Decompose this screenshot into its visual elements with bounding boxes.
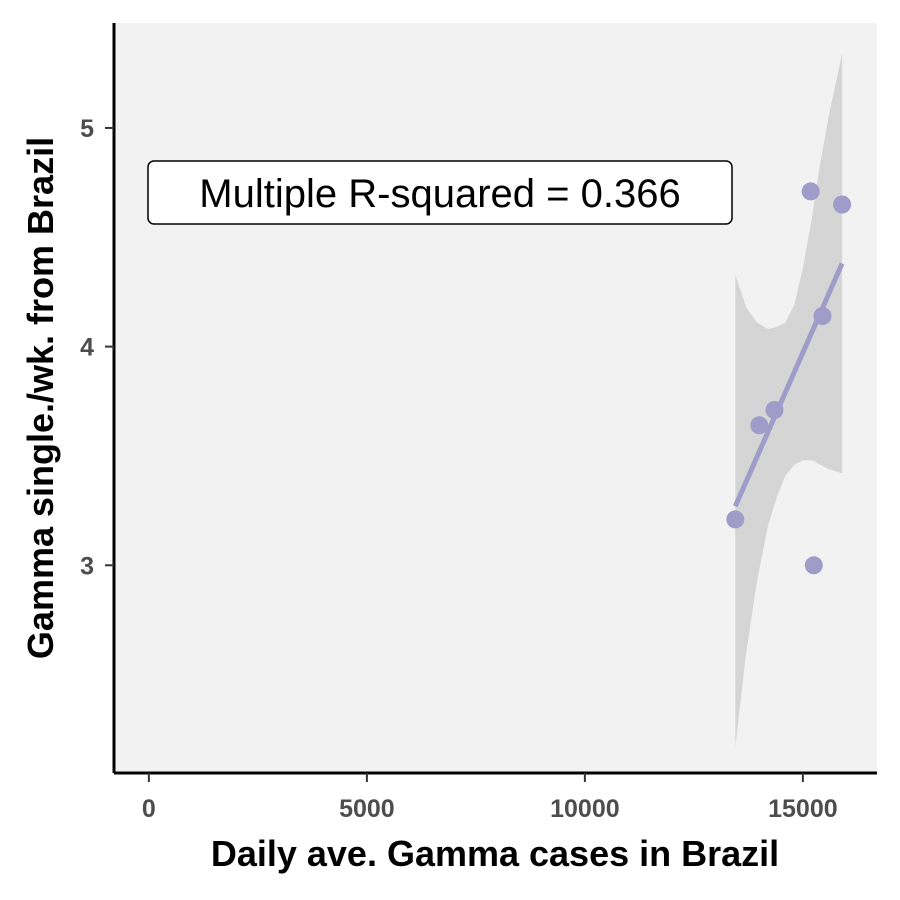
confidence-band bbox=[735, 53, 843, 747]
data-points bbox=[726, 182, 852, 575]
data-point-1 bbox=[726, 510, 745, 529]
data-point-4 bbox=[801, 182, 820, 201]
r-squared-annotation: Multiple R-squared = 0.366 bbox=[147, 160, 733, 225]
x-tick-label: 0 bbox=[142, 795, 156, 823]
annotation-box bbox=[147, 160, 733, 225]
regression-line bbox=[733, 262, 845, 508]
y-tick-label: 5 bbox=[80, 115, 94, 143]
data-point-5 bbox=[804, 556, 823, 575]
x-axis-title: Daily ave. Gamma cases in Brazil bbox=[211, 833, 779, 874]
data-point-2 bbox=[750, 416, 769, 435]
y-axis-ticks: 3 4 5 bbox=[80, 115, 114, 580]
data-point-7 bbox=[833, 195, 852, 214]
x-tick-label: 15000 bbox=[768, 795, 838, 823]
y-tick-label: 3 bbox=[80, 552, 94, 580]
x-tick-label: 5000 bbox=[339, 795, 395, 823]
y-tick-label: 4 bbox=[80, 334, 94, 362]
x-axis-ticks: 0 5000 10000 15000 bbox=[142, 773, 838, 823]
y-axis-title: Gamma single./wk. from Brazil bbox=[20, 137, 61, 659]
annotation-label: Multiple R-squared = 0.366 bbox=[199, 172, 680, 216]
x-tick-label: 10000 bbox=[550, 795, 620, 823]
